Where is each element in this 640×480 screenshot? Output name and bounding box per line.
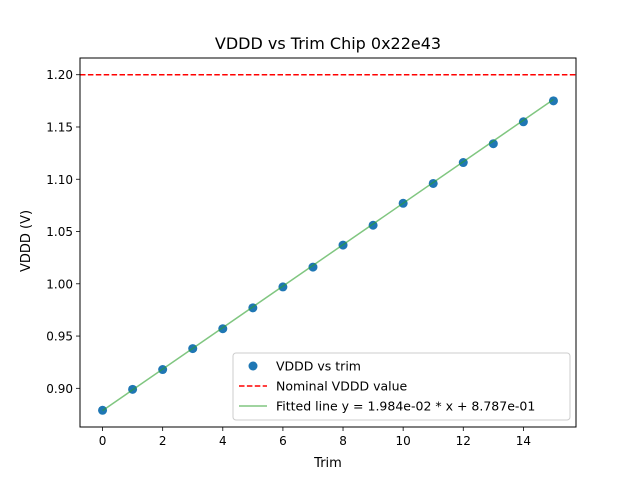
legend-label: Fitted line y = 1.984e-02 * x + 8.787e-0… (276, 399, 535, 414)
x-tick-label: 6 (279, 434, 287, 448)
x-tick-label: 8 (339, 434, 347, 448)
plot-marks (80, 73, 576, 415)
data-point (488, 139, 498, 149)
x-tick-label: 2 (159, 434, 167, 448)
x-axis-label: Trim (313, 456, 342, 471)
axes-frame (79, 57, 577, 428)
legend-box (232, 352, 571, 421)
x-tick-label: 10 (396, 434, 411, 448)
chart-title: VDDD vs Trim Chip 0x22e43 (215, 34, 441, 53)
x-axis: 0 2 4 6 8 10 12 14 (99, 427, 531, 448)
x-tick-label: 14 (516, 434, 531, 448)
x-tick-label: 12 (456, 434, 471, 448)
fitted-line (102, 98, 554, 412)
y-axis: 0.90 0.95 1.00 1.05 1.10 1.15 1.20 (46, 68, 80, 396)
y-axis-label: VDDD (V) (19, 210, 34, 272)
legend-marker-scatter (248, 361, 258, 371)
y-tick-label: 1.05 (46, 225, 73, 239)
x-tick-label: 0 (99, 434, 107, 448)
legend-label: Nominal VDDD value (276, 379, 408, 394)
x-tick-label: 4 (219, 434, 227, 448)
plot-area (79, 57, 577, 428)
y-tick-label: 1.15 (46, 120, 73, 134)
legend: VDDD vs trim Nominal VDDD value Fitted lin… (232, 352, 571, 421)
y-tick-label: 1.20 (46, 68, 73, 82)
data-point (308, 262, 318, 272)
y-tick-label: 0.90 (46, 382, 73, 396)
y-tick-label: 0.95 (46, 330, 73, 344)
data-point (548, 96, 558, 106)
y-tick-label: 1.10 (46, 173, 73, 187)
legend-label: VDDD vs trim (276, 359, 361, 374)
y-tick-label: 1.00 (46, 277, 73, 291)
